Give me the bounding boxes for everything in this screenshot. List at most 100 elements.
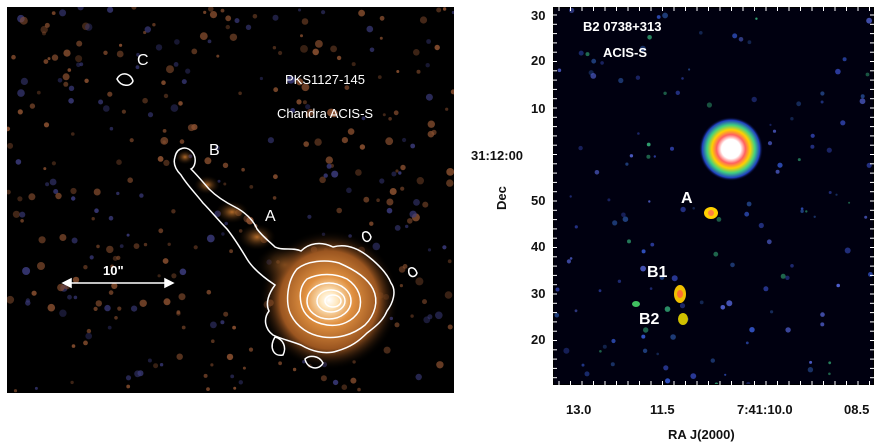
speckle <box>755 17 758 20</box>
feature-label-a-right: A <box>681 190 693 207</box>
speckle <box>369 221 374 226</box>
speckle <box>640 265 646 272</box>
speckle <box>119 43 123 47</box>
speckle <box>618 77 624 84</box>
speckle <box>680 206 686 213</box>
speckle <box>446 168 454 176</box>
speckle <box>724 373 727 376</box>
speckle <box>427 120 435 128</box>
speckle <box>413 49 420 56</box>
speckle <box>126 384 131 389</box>
speckle <box>807 367 814 373</box>
speckle <box>67 68 72 72</box>
speckle <box>161 80 166 85</box>
speckle <box>395 169 399 173</box>
speckle <box>790 264 794 268</box>
speckle <box>442 7 447 11</box>
speckle <box>336 55 342 61</box>
speckle <box>116 159 122 165</box>
speckle <box>76 40 83 47</box>
speckle <box>646 142 651 147</box>
speckle <box>326 163 332 169</box>
speckle <box>810 133 815 138</box>
speckle <box>640 45 646 52</box>
speckle <box>298 8 301 12</box>
speckle <box>836 283 840 288</box>
speckle <box>296 78 304 86</box>
feature-label-a: A <box>265 208 276 225</box>
speckle <box>828 191 832 194</box>
speckle <box>569 195 572 198</box>
speckle <box>706 102 712 108</box>
speckle <box>710 358 715 363</box>
speckle <box>163 93 169 99</box>
axis-ticks <box>553 7 874 385</box>
speckle <box>820 312 825 317</box>
speckle <box>422 201 429 208</box>
contour-small-1 <box>271 336 286 356</box>
speckle <box>232 325 237 330</box>
speckle <box>179 139 185 144</box>
speckle <box>325 156 333 164</box>
x-tick-label: 13.0 <box>566 402 592 417</box>
speckle <box>422 299 427 305</box>
speckle <box>826 147 832 153</box>
speckle <box>206 289 212 295</box>
contour-6 <box>324 294 342 308</box>
speckle <box>109 126 114 131</box>
speckle <box>307 214 312 219</box>
speckle <box>167 242 171 246</box>
speckle <box>185 68 191 74</box>
speckle <box>405 224 409 229</box>
speckle <box>662 12 668 19</box>
speckle <box>7 189 11 195</box>
speckle <box>59 234 67 241</box>
speckle <box>848 201 851 204</box>
speckle <box>820 322 825 327</box>
speckle <box>656 352 659 356</box>
speckle <box>301 83 310 92</box>
speckle <box>71 196 76 201</box>
speckle <box>444 291 453 299</box>
speckle <box>62 73 70 81</box>
x-axis-title: RA J(2000) <box>668 427 735 442</box>
speckle <box>272 196 277 200</box>
speckle <box>70 187 77 195</box>
speckle <box>37 262 45 270</box>
speckle <box>71 344 76 348</box>
speckle <box>238 91 242 96</box>
speckle <box>171 273 177 279</box>
speckle <box>377 75 382 79</box>
speckle <box>12 210 20 218</box>
speckle <box>659 275 665 280</box>
speckle <box>93 188 101 196</box>
speckle <box>158 228 164 234</box>
speckle <box>607 198 611 202</box>
speckle <box>204 157 212 165</box>
speckle <box>303 141 310 147</box>
speckle <box>860 94 865 99</box>
speckle <box>320 375 327 382</box>
speckle <box>222 162 229 168</box>
speckle <box>139 299 147 307</box>
speckle <box>131 7 137 10</box>
speckle <box>379 178 385 184</box>
speckle <box>241 167 245 172</box>
speckle <box>641 249 646 254</box>
speckle <box>828 361 832 365</box>
speckle <box>134 370 141 378</box>
speckle <box>296 99 302 105</box>
speckle <box>425 63 430 68</box>
speckle <box>15 159 22 165</box>
speckle <box>79 62 84 67</box>
speckle <box>749 327 755 333</box>
speckle <box>745 341 749 345</box>
speckle <box>203 10 207 14</box>
speckle <box>312 48 320 56</box>
speckle <box>160 137 169 145</box>
speckle <box>28 193 36 201</box>
speckle <box>720 305 726 310</box>
speckle <box>242 366 246 370</box>
speckle <box>107 91 113 97</box>
speckle <box>578 50 584 56</box>
